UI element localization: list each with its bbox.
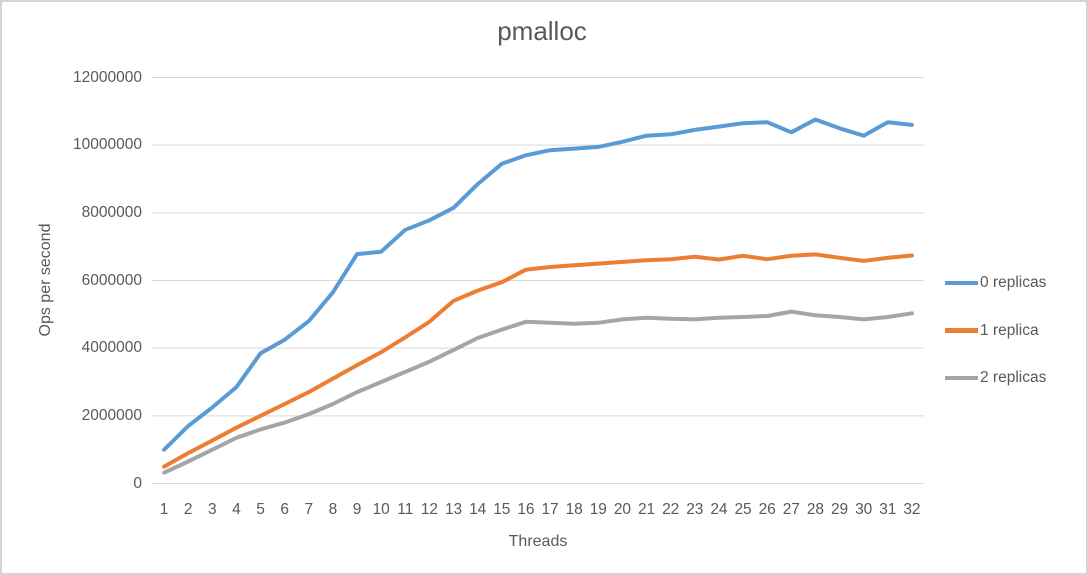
legend-label: 0 replicas	[980, 274, 1047, 291]
x-tick-label: 4	[232, 501, 241, 518]
x-tick-label: 8	[328, 501, 338, 518]
legend-label: 1 replica	[980, 321, 1039, 339]
x-tick-label: 21	[637, 501, 656, 518]
x-tick-label: 12	[420, 501, 439, 518]
y-tick-label: 10000000	[73, 136, 142, 154]
x-tick-label: 20	[613, 501, 632, 518]
legend-item-2-replicas: 2 replicas	[945, 367, 1046, 389]
x-tick-label: 29	[830, 501, 849, 518]
x-tick-label: 13	[444, 501, 463, 518]
x-tick-label: 15	[493, 501, 511, 518]
chart-title: pmalloc	[497, 16, 587, 46]
legend-swatch-icon	[945, 328, 978, 333]
legend-label: 2 replicas	[980, 369, 1047, 386]
legend-item-1-replica: 1 replica	[945, 320, 1039, 342]
x-tick-label: 9	[352, 501, 362, 518]
x-tick-label: 25	[734, 501, 752, 518]
x-tick-label: 23	[686, 501, 704, 518]
x-tick-label: 19	[589, 501, 607, 518]
x-axis-title: Threads	[508, 533, 568, 550]
x-tick-label: 5	[256, 501, 265, 518]
y-tick-label: 8000000	[81, 203, 142, 221]
x-tick-label: 27	[782, 501, 800, 518]
x-tick-label: 32	[903, 501, 921, 518]
x-tick-label: 30	[855, 501, 873, 518]
x-tick-label: 24	[710, 501, 728, 518]
x-tick-label: 6	[280, 501, 289, 518]
x-tick-label: 14	[469, 501, 487, 518]
y-tick-label: 12000000	[73, 68, 142, 86]
legend-swatch-icon	[945, 280, 978, 286]
x-tick-label: 16	[517, 501, 535, 518]
x-tick-label: 10	[372, 501, 390, 518]
x-tick-label: 28	[806, 501, 825, 518]
series-line-1-replica	[162, 252, 914, 469]
x-tick-label: 18	[565, 501, 583, 518]
x-tick-label: 31	[879, 501, 897, 518]
x-tick-label: 22	[662, 501, 680, 518]
series-line-0-replicas	[162, 117, 914, 452]
series-line-2-replicas	[162, 309, 914, 475]
y-tick-label: 2000000	[81, 406, 142, 424]
x-tick-label: 3	[208, 501, 217, 518]
y-tick-label: 6000000	[81, 271, 142, 289]
y-axis-title: Ops per second	[37, 223, 54, 337]
x-tick-label: 26	[758, 501, 776, 518]
y-tick-label: 4000000	[81, 339, 142, 357]
legend-item-0-replicas: 0 replicas	[945, 272, 1046, 294]
y-tick-label: 0	[133, 474, 142, 492]
x-tick-label: 2	[183, 501, 193, 518]
x-tick-label: 17	[541, 501, 559, 518]
x-tick-label: 1	[159, 501, 169, 518]
x-tick-label: 11	[397, 501, 414, 518]
x-tick-label: 7	[304, 501, 314, 518]
legend-swatch-icon	[945, 375, 978, 381]
